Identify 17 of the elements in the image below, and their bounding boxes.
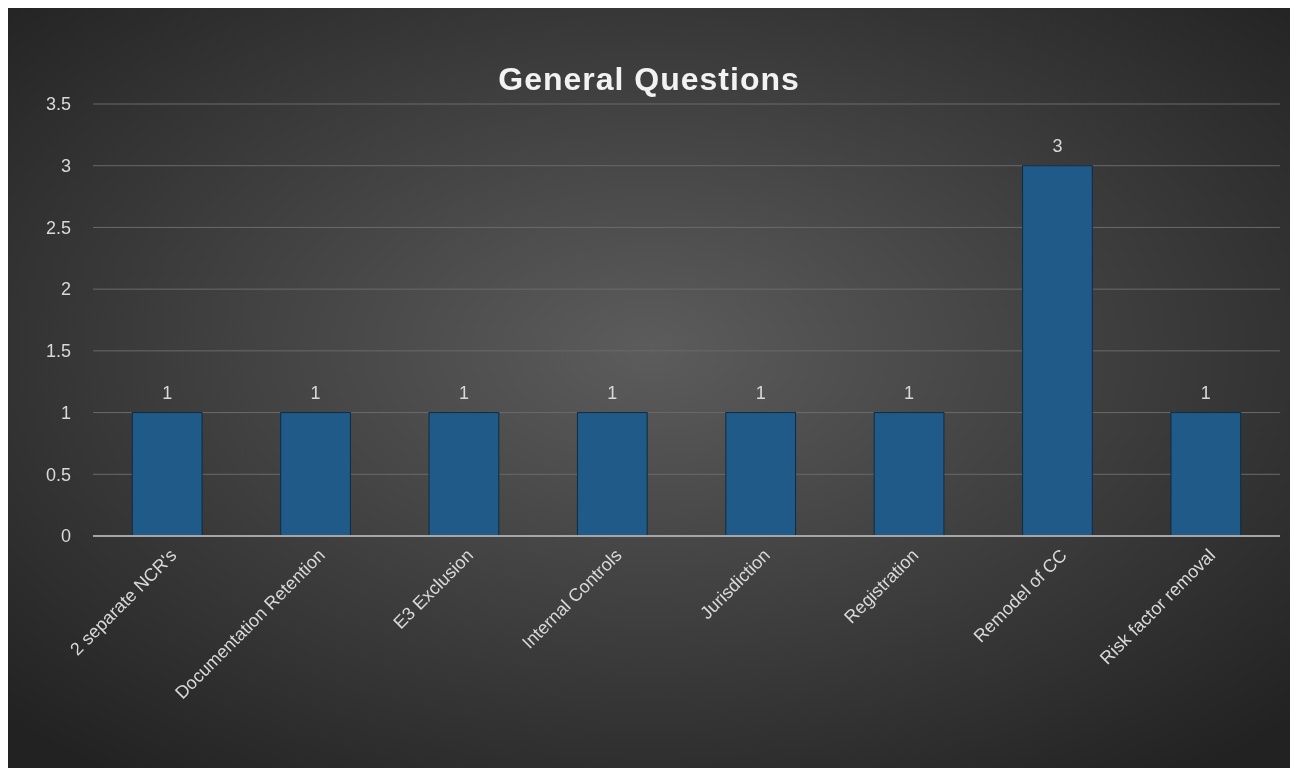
chart-title: General Questions	[498, 61, 800, 97]
y-tick-label: 1.5	[45, 341, 71, 362]
data-label: 1	[755, 382, 766, 403]
data-label: 1	[1200, 382, 1211, 403]
y-tick-label: 2.5	[45, 217, 71, 238]
y-tick-label: 3.5	[45, 94, 71, 115]
y-tick-label: 0.5	[45, 464, 71, 485]
data-label: 1	[458, 382, 469, 403]
data-label: 3	[1052, 135, 1063, 156]
data-label: 1	[162, 382, 173, 403]
data-label: 1	[607, 382, 618, 403]
data-label: 1	[310, 382, 321, 403]
y-tick-label: 2	[60, 279, 71, 300]
y-tick-label: 1	[60, 402, 71, 423]
y-tick-label: 3	[60, 156, 71, 177]
data-label: 1	[904, 382, 915, 403]
y-tick-label: 0	[60, 526, 71, 547]
